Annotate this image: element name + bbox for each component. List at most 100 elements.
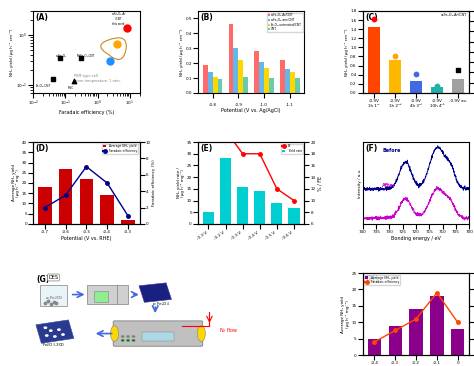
Point <box>107 58 114 64</box>
Text: Before: Before <box>382 148 401 153</box>
Bar <box>237 187 248 224</box>
Bar <box>59 169 73 224</box>
Circle shape <box>121 335 124 338</box>
Point <box>42 300 49 306</box>
FancyBboxPatch shape <box>142 332 174 341</box>
Circle shape <box>53 335 57 338</box>
Bar <box>269 78 274 93</box>
Polygon shape <box>139 283 172 302</box>
Legend: Average NH₃ yield, Faradaic efficiency: Average NH₃ yield, Faradaic efficiency <box>365 274 400 285</box>
Bar <box>451 329 465 355</box>
Bar <box>254 191 265 224</box>
Circle shape <box>61 333 65 336</box>
Y-axis label: NH₃ yield (μg h⁻¹ cm⁻²): NH₃ yield (μg h⁻¹ cm⁻²) <box>10 28 14 76</box>
Point <box>391 53 399 59</box>
Circle shape <box>49 329 53 332</box>
Bar <box>213 76 218 93</box>
X-axis label: Potential (V vs. RHE): Potential (V vs. RHE) <box>61 236 111 240</box>
Point <box>44 298 52 304</box>
Point <box>53 300 60 306</box>
Legend: FE, Yield rate: FE, Yield rate <box>281 143 303 154</box>
Y-axis label: % / FE: % / FE <box>317 175 322 191</box>
Text: Fe$_2$O$_3$-300: Fe$_2$O$_3$-300 <box>42 341 65 349</box>
Y-axis label: Average NH₃ yield
(μg h⁻¹ mg⁻¹): Average NH₃ yield (μg h⁻¹ mg⁻¹) <box>12 164 20 202</box>
Bar <box>271 203 283 224</box>
Text: (B): (B) <box>200 12 213 22</box>
Bar <box>410 309 423 355</box>
Bar <box>255 51 259 93</box>
Circle shape <box>44 326 47 329</box>
Point <box>47 301 55 307</box>
Legend: Average NH₃ yield, Faradaic efficiency: Average NH₃ yield, Faradaic efficiency <box>102 143 138 154</box>
Bar <box>295 78 300 93</box>
Y-axis label: Faradaic efficiency (%): Faradaic efficiency (%) <box>152 160 156 206</box>
Circle shape <box>132 339 135 341</box>
Point <box>370 16 378 22</box>
Bar <box>218 79 222 93</box>
FancyBboxPatch shape <box>113 321 203 346</box>
Bar <box>203 212 214 224</box>
Bar <box>290 72 295 93</box>
Circle shape <box>57 328 61 331</box>
Bar <box>389 325 402 355</box>
Text: Fe₂O₃-CNT: Fe₂O₃-CNT <box>36 85 51 89</box>
Point <box>113 41 121 47</box>
Text: (A): (A) <box>35 12 48 22</box>
X-axis label: Bonding energy / eV: Bonding energy / eV <box>391 236 441 240</box>
Point <box>433 83 441 89</box>
Bar <box>80 179 93 224</box>
Text: (C): (C) <box>365 12 378 22</box>
Bar <box>259 61 264 93</box>
Bar <box>280 60 285 93</box>
Text: N$_2$ flow: N$_2$ flow <box>219 326 238 335</box>
Bar <box>410 81 422 93</box>
Circle shape <box>127 335 130 338</box>
Bar <box>208 72 213 93</box>
Text: α-Fe₂O₃-Ar/CNT: α-Fe₂O₃-Ar/CNT <box>441 12 467 16</box>
Circle shape <box>127 339 130 341</box>
Point <box>77 55 84 61</box>
Bar <box>203 64 208 93</box>
Point <box>454 67 462 73</box>
Text: (D): (D) <box>35 144 49 153</box>
Text: p-Fe$_2$O$_4$: p-Fe$_2$O$_4$ <box>152 300 170 308</box>
Text: (H): (H) <box>365 275 379 284</box>
Legend: α-Fe₂O₃-Ar/CNT, α-Fe₂O₃-anr/CNT, Fe₂O₃-untreated/CNT, CNT: α-Fe₂O₃-Ar/CNT, α-Fe₂O₃-anr/CNT, Fe₂O₃-u… <box>267 12 303 32</box>
Circle shape <box>121 339 124 341</box>
Bar <box>264 68 269 93</box>
Bar <box>38 187 52 224</box>
Bar <box>452 79 465 93</box>
Y-axis label: NH₃ yield (μg h⁻¹ cm⁻²): NH₃ yield (μg h⁻¹ cm⁻²) <box>180 28 184 76</box>
Ellipse shape <box>110 326 118 341</box>
FancyBboxPatch shape <box>40 285 67 306</box>
X-axis label: Potential (V vs. Ag/AgCl): Potential (V vs. Ag/AgCl) <box>221 108 281 113</box>
Bar <box>100 195 114 224</box>
FancyBboxPatch shape <box>94 291 108 302</box>
Polygon shape <box>36 320 74 343</box>
Point <box>49 76 56 82</box>
Point <box>50 299 57 305</box>
Bar <box>234 48 238 93</box>
Text: $\alpha$-Fe$_2$O$_3$: $\alpha$-Fe$_2$O$_3$ <box>45 294 63 302</box>
Y-axis label: Average NH₃ yield
(μg h⁻¹ mg⁻¹): Average NH₃ yield (μg h⁻¹ mg⁻¹) <box>341 296 350 333</box>
Circle shape <box>45 334 49 337</box>
Bar <box>243 76 248 93</box>
Bar <box>430 296 444 355</box>
Point <box>70 78 77 84</box>
Bar <box>228 25 234 93</box>
X-axis label: Faradaic efficiency (%): Faradaic efficiency (%) <box>59 110 114 115</box>
Text: After: After <box>382 183 396 188</box>
Text: α-Fe₂O₃: α-Fe₂O₃ <box>56 53 67 57</box>
Text: PEM type cell
room temperature, 1 atm.: PEM type cell room temperature, 1 atm. <box>73 74 120 83</box>
Circle shape <box>132 335 135 338</box>
Text: MoC: MoC <box>68 86 74 90</box>
Bar <box>285 69 290 93</box>
Text: DES: DES <box>48 275 58 280</box>
Bar <box>389 60 401 93</box>
Text: (G): (G) <box>36 275 49 284</box>
Text: (F): (F) <box>365 144 377 153</box>
Ellipse shape <box>197 326 205 341</box>
Bar <box>368 27 380 93</box>
Bar <box>431 87 443 93</box>
Y-axis label: NH₃ yield rate /
(μg h⁻¹ mg⁻¹): NH₃ yield rate / (μg h⁻¹ mg⁻¹) <box>176 168 185 198</box>
